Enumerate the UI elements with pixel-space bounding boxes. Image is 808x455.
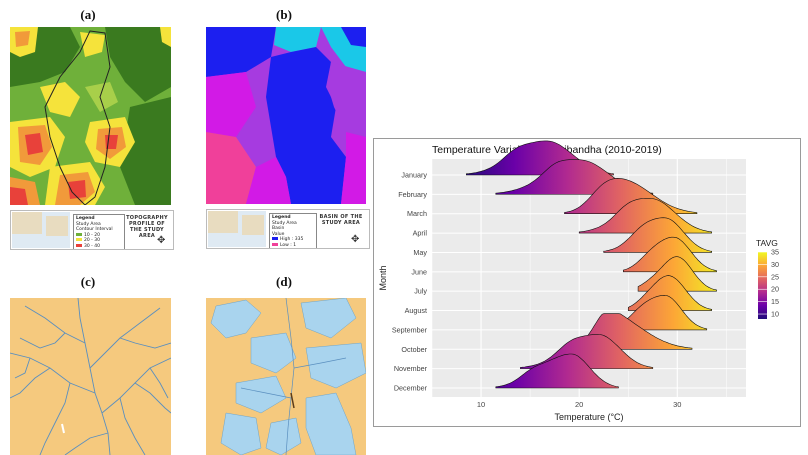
y-tick-label: April bbox=[413, 229, 428, 238]
legend-tick-label: 10 bbox=[771, 310, 779, 319]
y-tick-label: January bbox=[401, 171, 427, 180]
topography-legend-item: Study Area bbox=[76, 221, 101, 227]
legend-tick-label: 35 bbox=[771, 248, 779, 257]
panel-b-label: (b) bbox=[276, 7, 292, 22]
panel-a-label: (a) bbox=[80, 7, 96, 22]
x-tick-label: 10 bbox=[477, 400, 485, 409]
legend-colorbar bbox=[758, 252, 767, 319]
y-tick-label: June bbox=[411, 267, 427, 276]
topography-legend-strip: Legend Study Area Contour Interval 10 - … bbox=[10, 210, 174, 250]
basin-map-svg bbox=[206, 27, 366, 204]
temperature-ridgeline-chart: Temperature Variablity in Gaibandha (201… bbox=[373, 138, 801, 427]
topography-legend-heading: Legend bbox=[76, 216, 95, 221]
legend-title: TAVG bbox=[756, 238, 778, 248]
y-tick-label: September bbox=[392, 325, 428, 334]
topography-legend-entry: 10 - 20 bbox=[76, 232, 122, 239]
stream-network-svg bbox=[10, 298, 171, 455]
y-tick-label: October bbox=[401, 345, 427, 354]
flood-extent-svg bbox=[206, 298, 366, 455]
basin-legend-strip: Legend Study Area Basin Value High : 335… bbox=[206, 209, 370, 249]
x-tick-label: 20 bbox=[575, 400, 583, 409]
ridgeline-svg: Temperature Variablity in Gaibandha (201… bbox=[378, 140, 779, 422]
basin-legend-box: Legend Study Area Basin Value High : 335… bbox=[269, 213, 317, 249]
y-tick-label: December bbox=[394, 384, 428, 393]
panel-d-label: (d) bbox=[276, 274, 292, 289]
basin-legend-item: Value bbox=[272, 231, 285, 237]
legend-tick-label: 15 bbox=[771, 297, 779, 306]
topography-map bbox=[10, 27, 171, 205]
flood-extent-map bbox=[206, 298, 366, 455]
legend-tick-label: 20 bbox=[771, 285, 779, 294]
topography-legend-item: Contour Interval bbox=[76, 227, 113, 232]
ridge-april bbox=[578, 198, 713, 234]
basin-title: BASIN OF THE STUDY AREA bbox=[319, 214, 363, 226]
topography-legend-entry: 20 - 30 bbox=[76, 238, 122, 244]
topography-title: TOPOGRAPHY PROFILE OF THE STUDY AREA bbox=[126, 215, 168, 239]
y-tick-label: August bbox=[405, 306, 427, 315]
legend-tick-label: 25 bbox=[771, 272, 779, 281]
y-tick-label: July bbox=[414, 287, 427, 296]
basin-legend-item: Study Area bbox=[272, 220, 297, 226]
north-arrow-icon: ✥ bbox=[351, 234, 360, 245]
basin-legend-entry: Low : 1 bbox=[272, 242, 314, 249]
north-arrow-icon: ✥ bbox=[157, 235, 166, 246]
stream-network-map bbox=[10, 298, 171, 455]
y-tick-label: March bbox=[407, 209, 427, 218]
basin-locator-map bbox=[208, 211, 266, 247]
y-axis-label: Month bbox=[378, 265, 388, 290]
basin-map bbox=[206, 27, 366, 204]
y-tick-label: November bbox=[394, 364, 428, 373]
basin-legend-heading: Legend bbox=[272, 215, 291, 220]
legend-tick-label: 30 bbox=[771, 260, 779, 269]
topography-legend-box: Legend Study Area Contour Interval 10 - … bbox=[73, 214, 125, 250]
x-tick-label: 30 bbox=[673, 400, 681, 409]
topography-map-svg bbox=[10, 27, 171, 205]
x-axis-label: Temperature (°C) bbox=[554, 412, 623, 422]
basin-legend-entry: High : 335 bbox=[272, 237, 314, 243]
panel-c-label: (c) bbox=[80, 274, 96, 289]
topography-locator-map bbox=[12, 212, 70, 248]
basin-legend-item: Basin bbox=[272, 226, 285, 231]
ridge-june bbox=[622, 236, 717, 273]
ridge-december bbox=[495, 353, 619, 389]
y-tick-label: February bbox=[398, 190, 427, 199]
topography-legend-entry: 30 - 40 bbox=[76, 243, 122, 250]
y-tick-label: May bbox=[413, 248, 427, 257]
